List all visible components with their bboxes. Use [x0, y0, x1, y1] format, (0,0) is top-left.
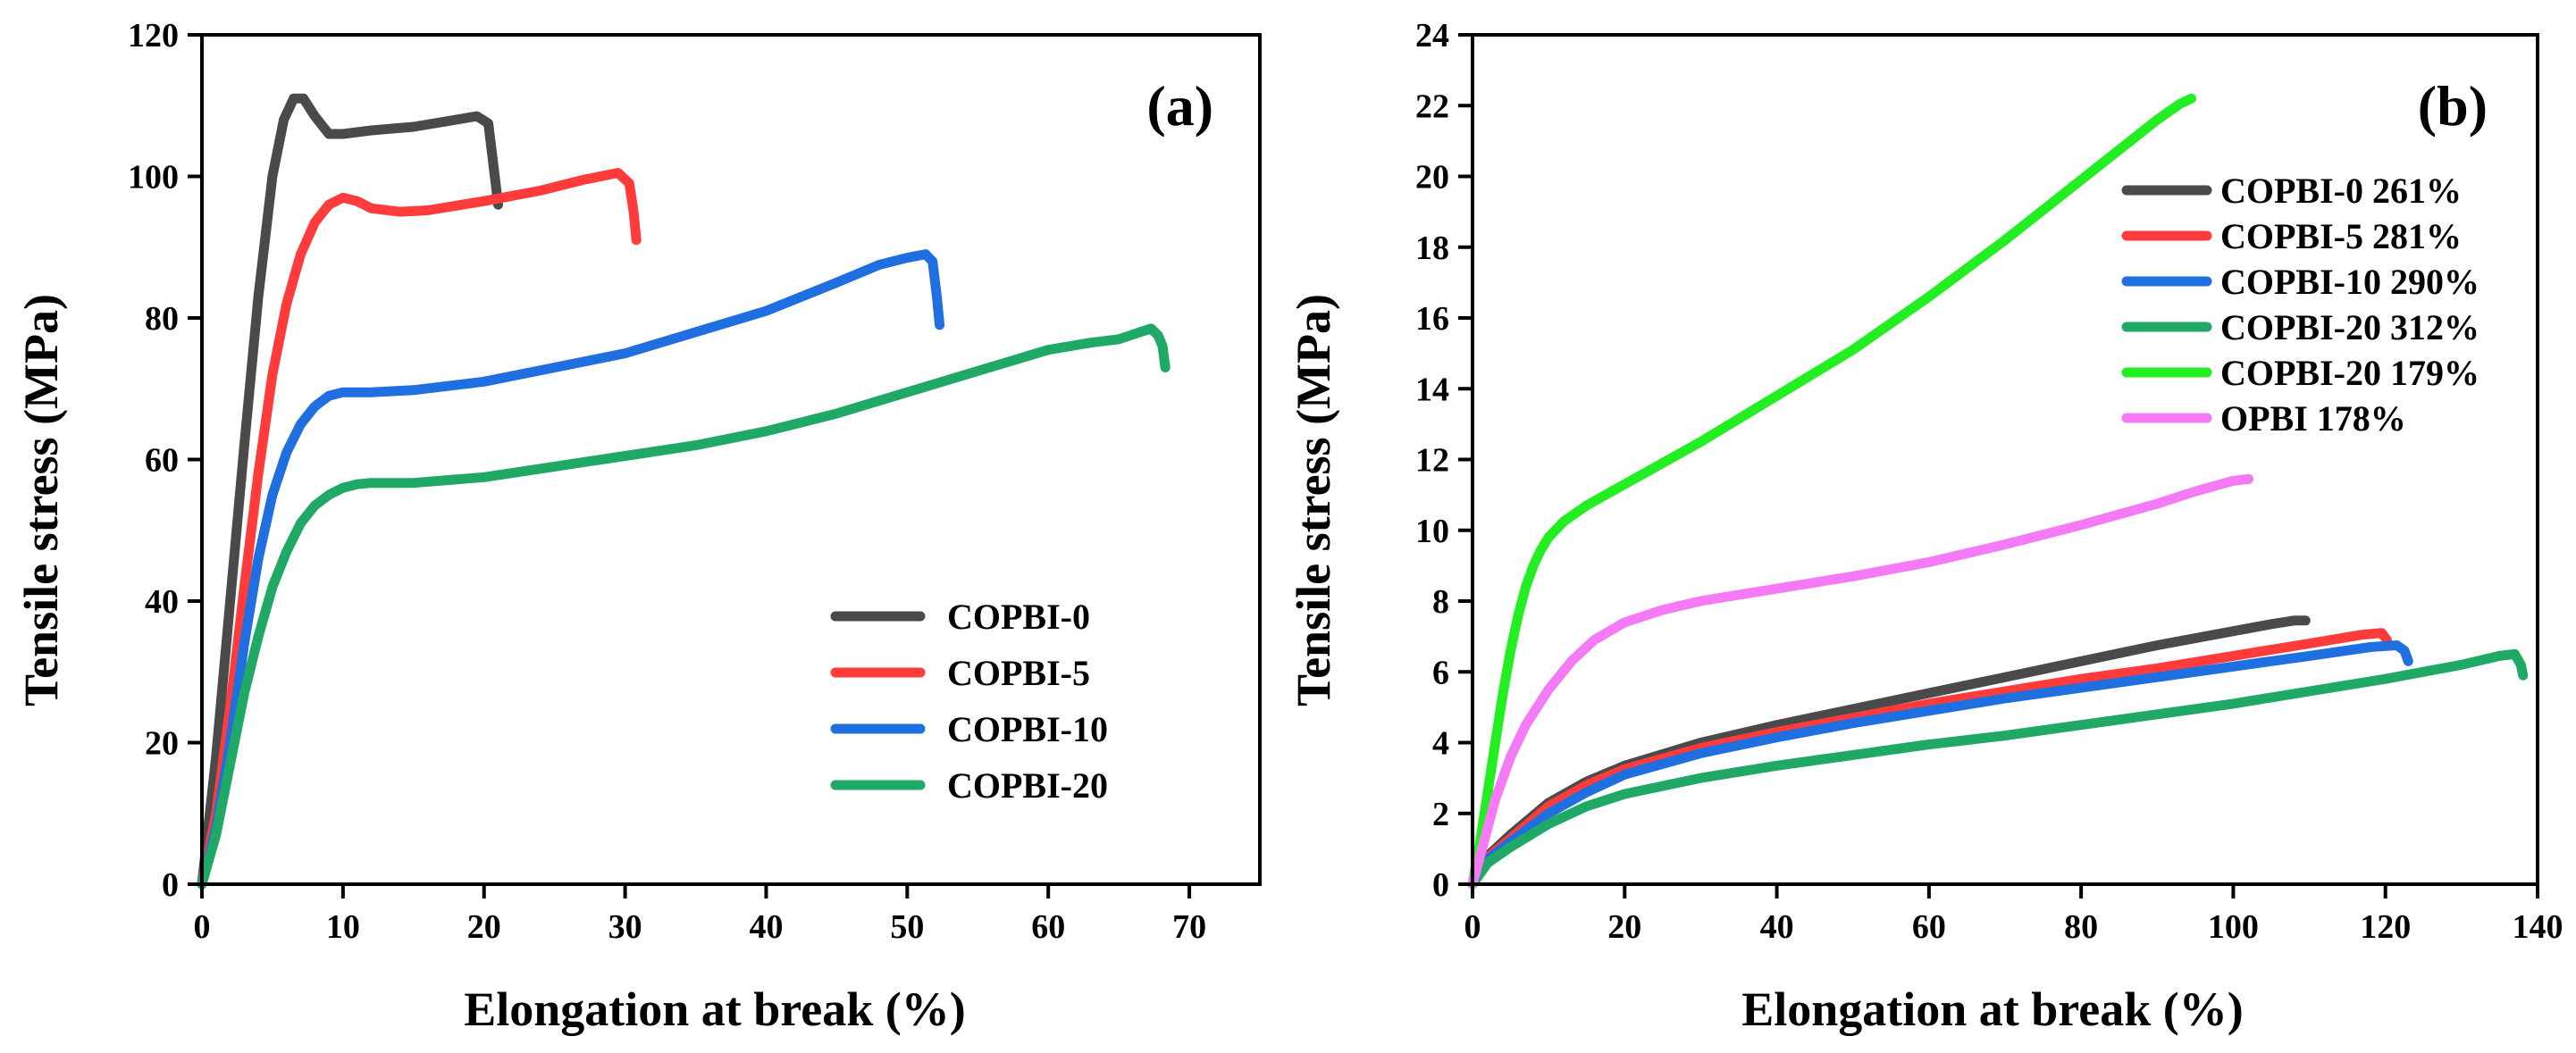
panel-a-y-tick-label-0: 0 [162, 866, 179, 904]
panel-b-series-line-2 [1467, 628, 2392, 890]
panel-b-plot-frame [1471, 33, 2539, 886]
panel-b-legend-label-1: COPBI-0 261% [2220, 171, 2462, 211]
panel-a-legend-label-1: COPBI-0 [947, 597, 1090, 637]
panel-b-x-tick-label-1: 20 [1607, 908, 1641, 946]
panel-a-x-tick-label-7: 70 [1172, 908, 1206, 946]
panel-b-y-tick-label-10: 20 [1415, 159, 1449, 196]
panel-a-x-tick-label-5: 50 [890, 908, 924, 946]
panel-b-series-line-3 [1467, 640, 2413, 890]
panel-b-y-tick-label-1: 2 [1432, 796, 1449, 833]
panel-a-x-tick-label-6: 60 [1031, 908, 1065, 946]
panel-a-y-axis-title: Tensile stress (MPa) [14, 294, 68, 706]
panel-b-y-tick-label-2: 4 [1432, 725, 1449, 763]
panel-b-legend-label-5: COPBI-20 179% [2220, 353, 2480, 393]
panel-a-y-tick-label-3: 60 [145, 442, 179, 480]
panel-b-y-tick-label-9: 18 [1415, 230, 1449, 267]
panel-a-series-line-4 [197, 323, 1171, 890]
panel-a-x-tick-label-4: 40 [749, 908, 783, 946]
panel-a-y-tick-label-4: 80 [145, 300, 179, 338]
panel-a-plot-frame [200, 33, 1262, 886]
panel-a-y-tick-label-2: 40 [145, 583, 179, 621]
panel-b-legend-label-4: COPBI-20 312% [2220, 307, 2480, 347]
panel-a-x-tick-label-3: 30 [608, 908, 642, 946]
panel-b-x-tick-label-5: 100 [2208, 908, 2259, 946]
panel-b-chart: Tensile stress (MPa) Elongation at break… [1287, 17, 2563, 1036]
panel-b-legend-label-3: COPBI-10 290% [2220, 262, 2480, 302]
panel-a-legend-label-4: COPBI-20 [947, 765, 1108, 806]
panel-a-x-tick-label-1: 10 [326, 908, 360, 946]
panel-b-x-axis-title: Elongation at break (%) [1741, 982, 2244, 1036]
panel-b-y-tick-label-6: 12 [1415, 442, 1449, 480]
panel-b-x-tick-label-6: 120 [2360, 908, 2411, 946]
panel-b-legend-label-2: COPBI-5 281% [2220, 216, 2462, 256]
panel-a-series-line-3 [197, 249, 945, 890]
panel-b-series-line-6 [1467, 473, 2253, 890]
panel-b-y-tick-label-5: 10 [1415, 513, 1449, 550]
panel-b-x-tick-label-4: 80 [2064, 908, 2098, 946]
panel-b-x-tick-label-0: 0 [1464, 908, 1481, 946]
panel-b-y-axis-title: Tensile stress (MPa) [1287, 294, 1340, 706]
panel-b-x-tick-label-2: 40 [1760, 908, 1794, 946]
panel-b-legend-label-6: OPBI 178% [2220, 398, 2406, 439]
panel-b-y-tick-label-12: 24 [1415, 17, 1449, 54]
panel-a-x-tick-label-2: 20 [467, 908, 501, 946]
panel-b-series-line-4 [1467, 648, 2529, 890]
panel-a-y-tick-label-5: 100 [128, 159, 179, 196]
panel-b-label: (b) [2418, 74, 2488, 138]
panel-a-x-tick-label-0: 0 [194, 908, 211, 946]
panel-a-legend-label-3: COPBI-10 [947, 709, 1108, 749]
panel-b-x-tick-label-3: 60 [1912, 908, 1946, 946]
panel-b-y-tick-label-8: 16 [1415, 300, 1449, 338]
panel-b-y-tick-label-3: 6 [1432, 654, 1449, 691]
panel-b-y-tick-label-7: 14 [1415, 371, 1449, 408]
panel-b-y-tick-label-11: 22 [1415, 88, 1449, 125]
panel-b-y-tick-label-0: 0 [1432, 866, 1449, 904]
panel-a-y-tick-label-1: 20 [145, 725, 179, 763]
panel-b-x-tick-label-7: 140 [2513, 908, 2563, 946]
panel-a-legend-label-2: COPBI-5 [947, 653, 1090, 693]
panel-a-label: (a) [1146, 74, 1213, 138]
panel-a-series-line-2 [197, 168, 642, 890]
panel-a-series-line-1 [197, 93, 503, 890]
panel-a-y-tick-label-6: 120 [128, 17, 179, 54]
panel-b-y-tick-label-4: 8 [1432, 583, 1449, 621]
panel-b-series-line-5 [1467, 93, 2197, 890]
panel-a-x-axis-title: Elongation at break (%) [464, 982, 966, 1036]
panel-a-chart: Tensile stress (MPa) Elongation at break… [14, 17, 1262, 1036]
